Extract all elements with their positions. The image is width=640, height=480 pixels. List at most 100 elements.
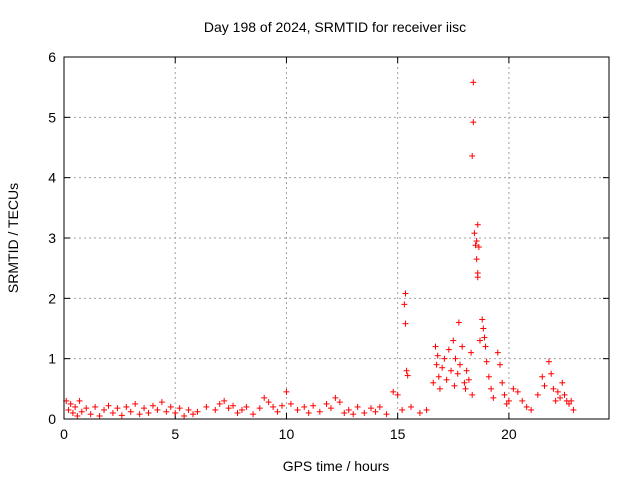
data-point (399, 406, 406, 413)
grid-lines (64, 57, 609, 419)
data-point (238, 406, 245, 413)
data-point (394, 391, 401, 398)
data-point (216, 400, 223, 407)
data-point (65, 406, 72, 413)
data-point (445, 346, 452, 353)
data-point (501, 391, 508, 398)
x-axis-label: GPS time / hours (283, 458, 390, 474)
plot-frame (63, 56, 610, 420)
data-point (404, 372, 411, 379)
data-point (270, 403, 277, 410)
data-point (301, 403, 308, 410)
data-point (451, 382, 458, 389)
data-point (332, 394, 339, 401)
data-point (69, 409, 76, 416)
data-point (441, 355, 448, 362)
data-point (439, 364, 446, 371)
data-point (181, 412, 188, 419)
data-point (482, 343, 489, 350)
data-point (323, 400, 330, 407)
data-point (459, 343, 466, 350)
data-point (123, 403, 130, 410)
data-point (456, 361, 463, 368)
data-point (230, 402, 237, 409)
data-point (67, 400, 74, 407)
data-point (92, 403, 99, 410)
data-point (185, 406, 192, 413)
data-point (167, 403, 174, 410)
data-point (274, 408, 281, 415)
data-point (361, 409, 368, 416)
data-point (514, 388, 521, 395)
data-point (327, 405, 334, 412)
data-point (470, 79, 477, 86)
data-point (118, 412, 125, 419)
data-point (96, 412, 103, 419)
y-tick-label: 1 (48, 351, 56, 367)
y-tick-label: 6 (48, 49, 56, 65)
y-tick-label: 3 (48, 230, 56, 246)
data-point (432, 343, 439, 350)
data-point (283, 388, 290, 395)
data-point (435, 373, 442, 380)
data-point (109, 409, 116, 416)
data-points (63, 79, 577, 419)
data-point (433, 361, 440, 368)
data-point (176, 405, 183, 412)
data-point (221, 397, 228, 404)
data-point (87, 411, 94, 418)
data-point (372, 408, 379, 415)
y-tick-label: 4 (48, 170, 56, 186)
data-point (452, 355, 459, 362)
data-point (287, 400, 294, 407)
data-point (401, 301, 408, 308)
data-point (473, 238, 480, 245)
data-point (154, 406, 161, 413)
data-point (383, 411, 390, 418)
data-point (461, 379, 468, 386)
data-point (481, 334, 488, 341)
x-tick-label: 15 (390, 426, 406, 442)
data-point (565, 400, 572, 407)
data-point (341, 409, 348, 416)
data-point (105, 402, 112, 409)
y-tick-label: 5 (48, 109, 56, 125)
data-point (552, 397, 559, 404)
data-point (499, 379, 506, 386)
data-point (190, 411, 197, 418)
data-point (463, 367, 470, 374)
data-point (559, 379, 566, 386)
data-point (132, 400, 139, 407)
data-point (294, 406, 301, 413)
data-point (423, 406, 430, 413)
data-point (145, 409, 152, 416)
data-point (469, 391, 476, 398)
data-point (557, 394, 564, 401)
data-point (354, 403, 361, 410)
data-point (83, 405, 90, 412)
x-tick-label: 20 (501, 426, 517, 442)
data-point (436, 385, 443, 392)
data-point (149, 402, 156, 409)
data-point (376, 403, 383, 410)
data-point (74, 412, 81, 419)
data-point (450, 337, 457, 344)
data-point (570, 406, 577, 413)
data-point (503, 400, 510, 407)
data-point (114, 405, 121, 412)
data-point (545, 358, 552, 365)
data-point (243, 403, 250, 410)
data-point (473, 256, 480, 263)
data-point (568, 397, 575, 404)
data-point (476, 337, 483, 344)
data-point (136, 411, 143, 418)
data-point (468, 349, 475, 356)
data-point (561, 391, 568, 398)
data-point (403, 367, 410, 374)
data-point (265, 399, 272, 406)
data-point (488, 385, 495, 392)
data-point (505, 397, 512, 404)
data-point (390, 388, 397, 395)
data-point (367, 405, 374, 412)
data-point (471, 230, 478, 237)
